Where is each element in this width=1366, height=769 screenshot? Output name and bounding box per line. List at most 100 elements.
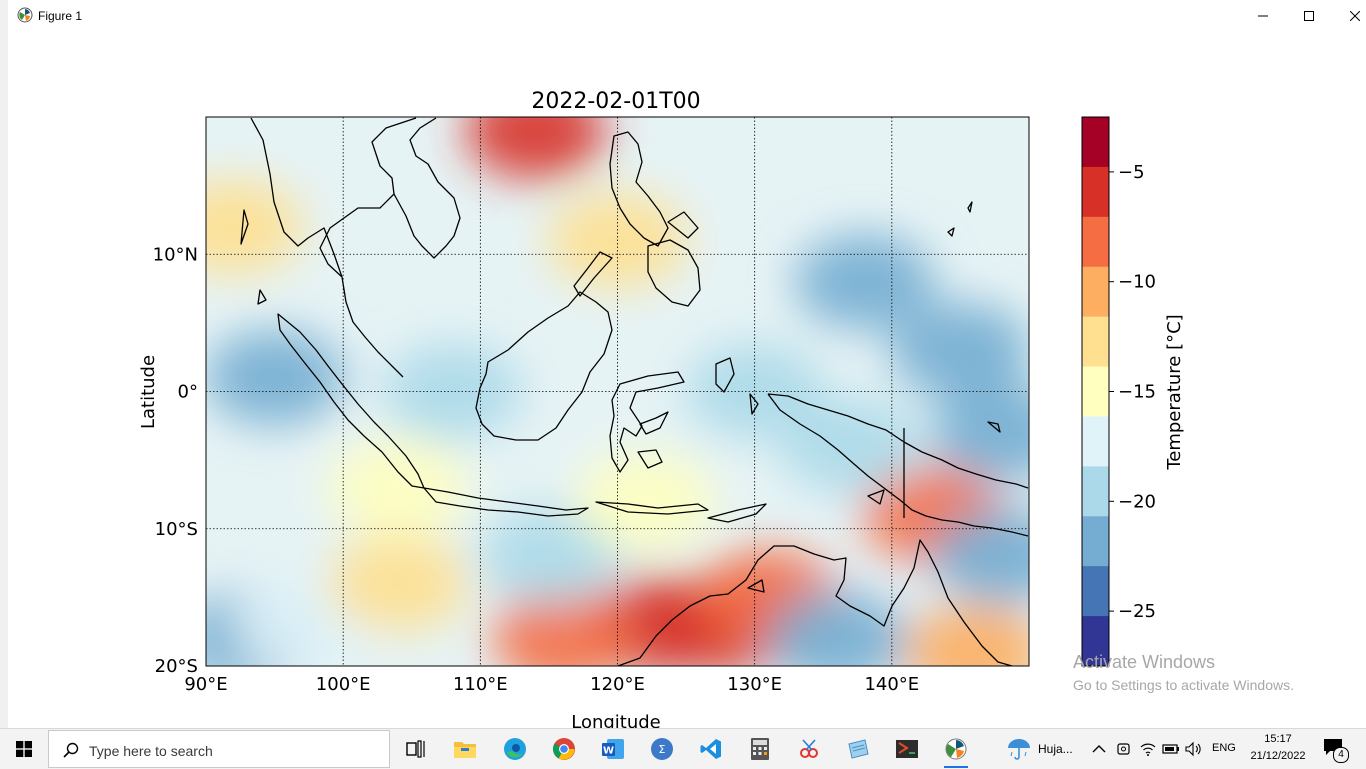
snipping-tool-icon [800, 739, 818, 758]
start-button[interactable] [0, 729, 48, 769]
calculator-icon [751, 738, 769, 760]
map-area [206, 117, 1029, 666]
windows-logo-icon [16, 741, 32, 757]
file-explorer-icon [454, 742, 476, 758]
colorbar-segment [1082, 341, 1109, 368]
activate-windows-watermark: Activate Windows Go to Settings to activ… [1073, 652, 1294, 693]
colorbar-tick-label: −15 [1118, 382, 1156, 403]
svg-text:Σ: Σ [659, 743, 666, 756]
colorbar-segment [1082, 466, 1109, 492]
weather-widget[interactable]: Huja... [1004, 737, 1084, 761]
colorbar-tick-label: −20 [1118, 491, 1156, 512]
terminal-button[interactable] [885, 733, 929, 765]
chrome-button[interactable] [542, 733, 586, 765]
edge-button[interactable] [493, 733, 537, 765]
coastline-new-guinea [767, 393, 1029, 537]
word-icon: W [602, 739, 624, 759]
task-view-button[interactable] [394, 733, 438, 765]
vscode-button[interactable] [689, 733, 733, 765]
notes-button[interactable] [836, 733, 880, 765]
taskbar-search-box[interactable]: Type here to search [48, 730, 390, 768]
colorbar-segment [1082, 491, 1109, 517]
colorbar-segment [1082, 291, 1109, 318]
snipping-tool-button[interactable] [787, 733, 831, 765]
wifi-icon[interactable] [1140, 741, 1156, 757]
y-tick-label: 10°S [155, 519, 198, 540]
colorbar-segment [1082, 541, 1109, 567]
temperature-field-blob [465, 117, 606, 179]
task-view-icon [406, 740, 425, 758]
math-app-button[interactable]: Σ [640, 733, 684, 765]
terminal-icon [896, 740, 918, 758]
colorbar-segment [1082, 591, 1109, 617]
figure-canvas[interactable]: 2022-02-01T00 90°E 100°E 110°E 120°E 130°E 14… [8, 32, 1366, 728]
python-figure-icon [945, 738, 967, 760]
temperature-field-blob [328, 535, 469, 632]
coastline-indochina [250, 117, 461, 378]
window-titlebar[interactable]: Figure 1 [8, 0, 1366, 32]
rain-umbrella-icon [1008, 739, 1030, 760]
language-indicator[interactable]: ENG [1212, 742, 1236, 754]
calculator-app-icon: Σ [651, 738, 673, 760]
vscode-icon [700, 739, 721, 759]
matplotlib-icon [17, 7, 33, 23]
temperature-field-blob [890, 302, 1029, 399]
temperature-field-blob [931, 508, 1029, 605]
colorbar-segment [1082, 416, 1109, 442]
meet-now-icon[interactable] [1116, 741, 1132, 757]
temperature-field-blob [574, 453, 715, 550]
action-center-button[interactable]: 4 [1322, 737, 1350, 763]
file-explorer-button[interactable] [443, 733, 487, 765]
calculator-button[interactable] [738, 733, 782, 765]
coastline-sumatra [277, 313, 425, 489]
close-icon [1350, 11, 1360, 21]
colorbar-segment [1082, 191, 1109, 218]
chevron-up-icon[interactable] [1092, 744, 1106, 754]
colorbar [1082, 117, 1109, 667]
word-button[interactable]: W [591, 733, 635, 765]
notes-icon [848, 739, 869, 759]
chart-title: 2022-02-01T00 [531, 89, 700, 114]
volume-icon[interactable] [1185, 741, 1203, 757]
x-tick-label: 120°E [590, 674, 645, 695]
colorbar-segment [1082, 516, 1109, 542]
coastline-sulawesi [609, 371, 685, 473]
y-axis-label: Latitude [138, 355, 159, 429]
x-tick-label: 110°E [453, 674, 508, 695]
x-axis-label: Longitude [571, 712, 661, 728]
temperature-field-blob [382, 343, 523, 440]
temperature-field-blob [328, 439, 469, 536]
clock-time[interactable]: 15:17 [1264, 733, 1292, 745]
graticule [206, 117, 1029, 666]
temperature-field-blob [206, 329, 345, 426]
activate-windows-subtitle: Go to Settings to activate Windows. [1073, 677, 1294, 693]
colorbar-segment [1082, 166, 1109, 193]
python-figure-button[interactable] [934, 733, 978, 768]
x-tick-label: 90°E [184, 674, 227, 695]
maximize-button[interactable] [1286, 0, 1332, 32]
y-tick-label: 20°S [155, 656, 198, 677]
colorbar-tick-label: −10 [1118, 272, 1156, 293]
colorbar-segment [1082, 316, 1109, 343]
clock-date[interactable]: 21/12/2022 [1250, 750, 1306, 762]
colorbar-segment [1082, 566, 1109, 592]
search-icon [63, 742, 79, 758]
coastline-java [423, 487, 709, 517]
activate-windows-title: Activate Windows [1073, 652, 1216, 672]
colorbar-segment [1082, 641, 1109, 667]
temperature-field-blob [794, 233, 935, 330]
minimize-button[interactable] [1240, 0, 1286, 32]
window-title: Figure 1 [38, 9, 83, 23]
close-button[interactable] [1332, 0, 1366, 32]
colorbar-segment [1082, 241, 1109, 268]
temperature-field-blob [780, 398, 921, 495]
battery-icon[interactable] [1162, 741, 1180, 757]
coastline-borneo [475, 291, 613, 441]
colorbar-tick-label: −5 [1118, 162, 1145, 183]
temperature-field-blob [931, 384, 1029, 481]
notification-count-badge: 4 [1333, 747, 1349, 763]
svg-text:W: W [603, 746, 614, 757]
taskbar: Type here to search W Σ Huja... [0, 728, 1366, 769]
colorbar-tick-label: −25 [1118, 601, 1156, 622]
edge-icon [504, 738, 526, 760]
